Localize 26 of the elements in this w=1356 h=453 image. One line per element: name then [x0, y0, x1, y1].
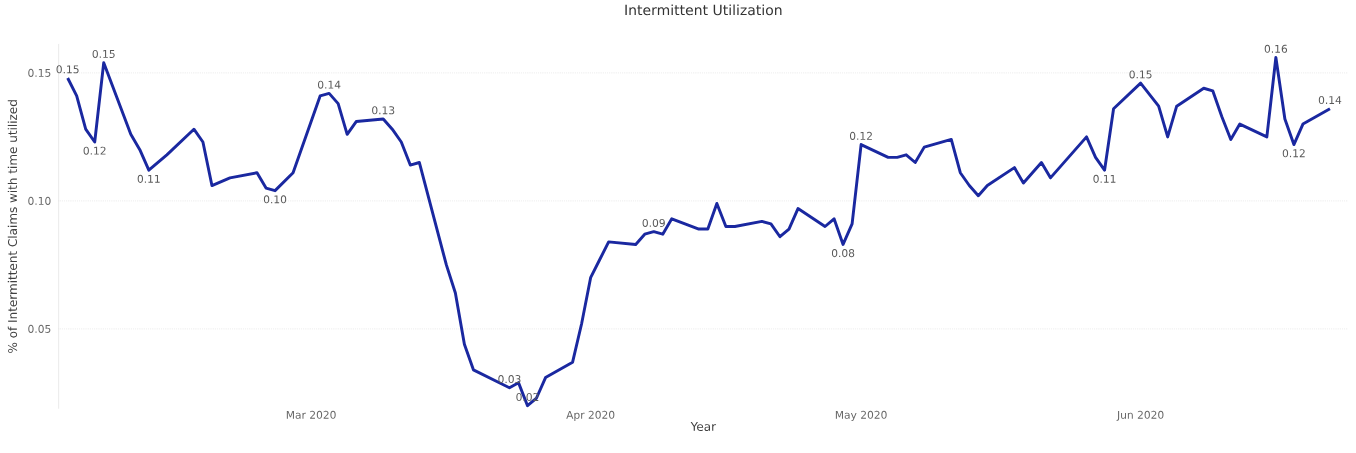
data-label: 0.12 — [849, 131, 872, 141]
x-tick-label: May 2020 — [835, 410, 887, 422]
data-label: 0.09 — [642, 219, 665, 228]
chart-title: Intermittent Utilization — [625, 4, 782, 16]
y-tick-label: 0.10 — [28, 196, 51, 206]
data-label: 0.10 — [263, 195, 287, 204]
x-tick-label: Jun 2020 — [1116, 410, 1164, 421]
data-label: 0.16 — [1264, 44, 1288, 53]
x-axis-title: Year — [690, 422, 717, 432]
x-tick-label: Mar 2020 — [286, 410, 336, 419]
data-label: 0.14 — [317, 80, 341, 89]
data-label: 0.15 — [92, 50, 115, 59]
data-label: 0.12 — [1282, 149, 1305, 158]
y-tick-label: 0.15 — [28, 68, 51, 78]
data-label: 0.11 — [1093, 174, 1116, 184]
data-label: 0.13 — [372, 106, 395, 115]
data-label: 0.11 — [137, 174, 160, 184]
data-label: 0.08 — [831, 249, 855, 258]
data-label: 0.12 — [83, 146, 106, 155]
data-label: 0.14 — [1318, 96, 1342, 105]
y-tick-label: 0.05 — [28, 324, 51, 334]
data-label: 0.15 — [56, 65, 79, 74]
y-axis-title: % of Intermittent Claims with time utilized — [7, 100, 18, 353]
data-label: 0.03 — [498, 375, 521, 384]
x-tick-label: Apr 2020 — [566, 410, 615, 422]
data-label: 0.15 — [1129, 70, 1152, 79]
